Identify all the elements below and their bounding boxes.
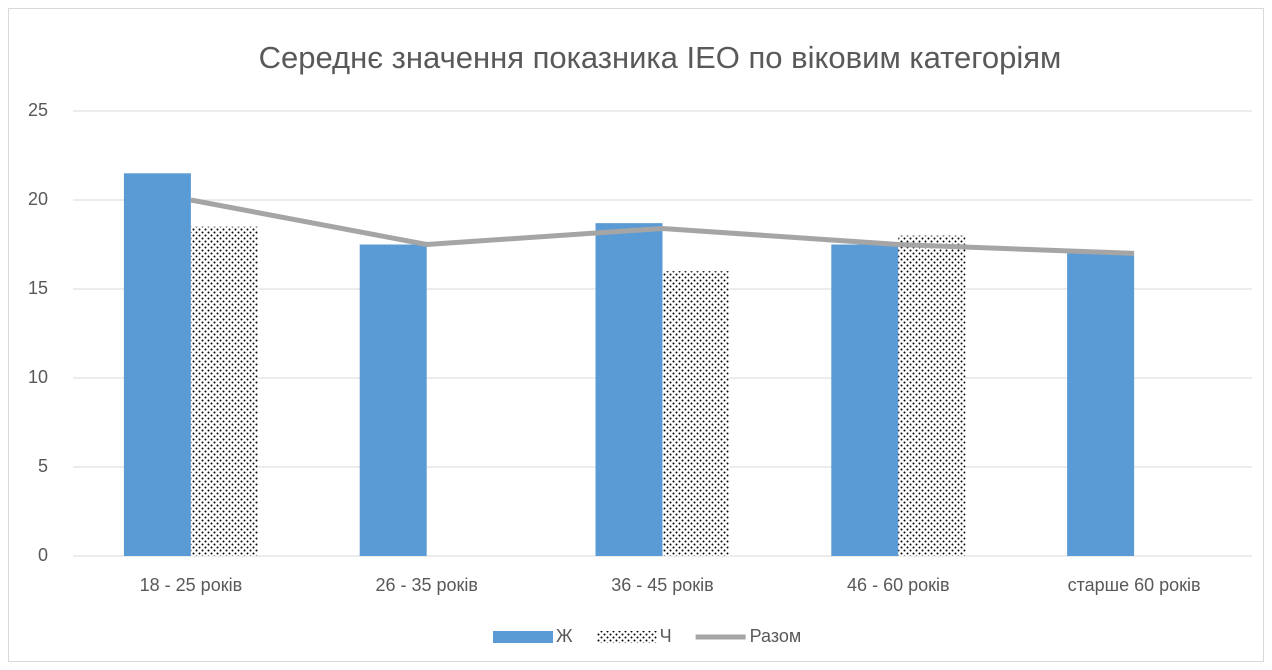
bar bbox=[595, 223, 663, 556]
legend-label: Ж bbox=[556, 626, 573, 646]
legend-swatch bbox=[493, 631, 553, 643]
x-tick-label: 26 - 35 років bbox=[375, 575, 478, 595]
y-tick-label: 5 bbox=[38, 456, 48, 476]
y-tick-label: 10 bbox=[28, 367, 48, 387]
x-tick-label: 18 - 25 років bbox=[140, 575, 243, 595]
bar bbox=[1067, 253, 1135, 556]
x-tick-label: старше 60 років bbox=[1068, 575, 1201, 595]
bar bbox=[190, 226, 258, 556]
line bbox=[190, 197, 1135, 256]
legend-swatch bbox=[596, 631, 657, 643]
y-tick-label: 25 bbox=[28, 100, 48, 120]
bar bbox=[831, 244, 899, 556]
y-tick-label: 15 bbox=[28, 278, 48, 298]
legend-label: Разом bbox=[750, 626, 802, 646]
bar bbox=[123, 173, 191, 557]
bar bbox=[898, 235, 966, 556]
x-tick-label: 46 - 60 років bbox=[847, 575, 950, 595]
y-tick-label: 20 bbox=[28, 189, 48, 209]
y-tick-label: 0 bbox=[38, 545, 48, 565]
bar bbox=[359, 244, 427, 556]
x-tick-label: 36 - 45 років bbox=[611, 575, 714, 595]
chart-title: Середнє значення показника IEO по вікови… bbox=[259, 40, 1062, 75]
legend-label: Ч bbox=[660, 626, 672, 646]
bar bbox=[662, 271, 730, 556]
